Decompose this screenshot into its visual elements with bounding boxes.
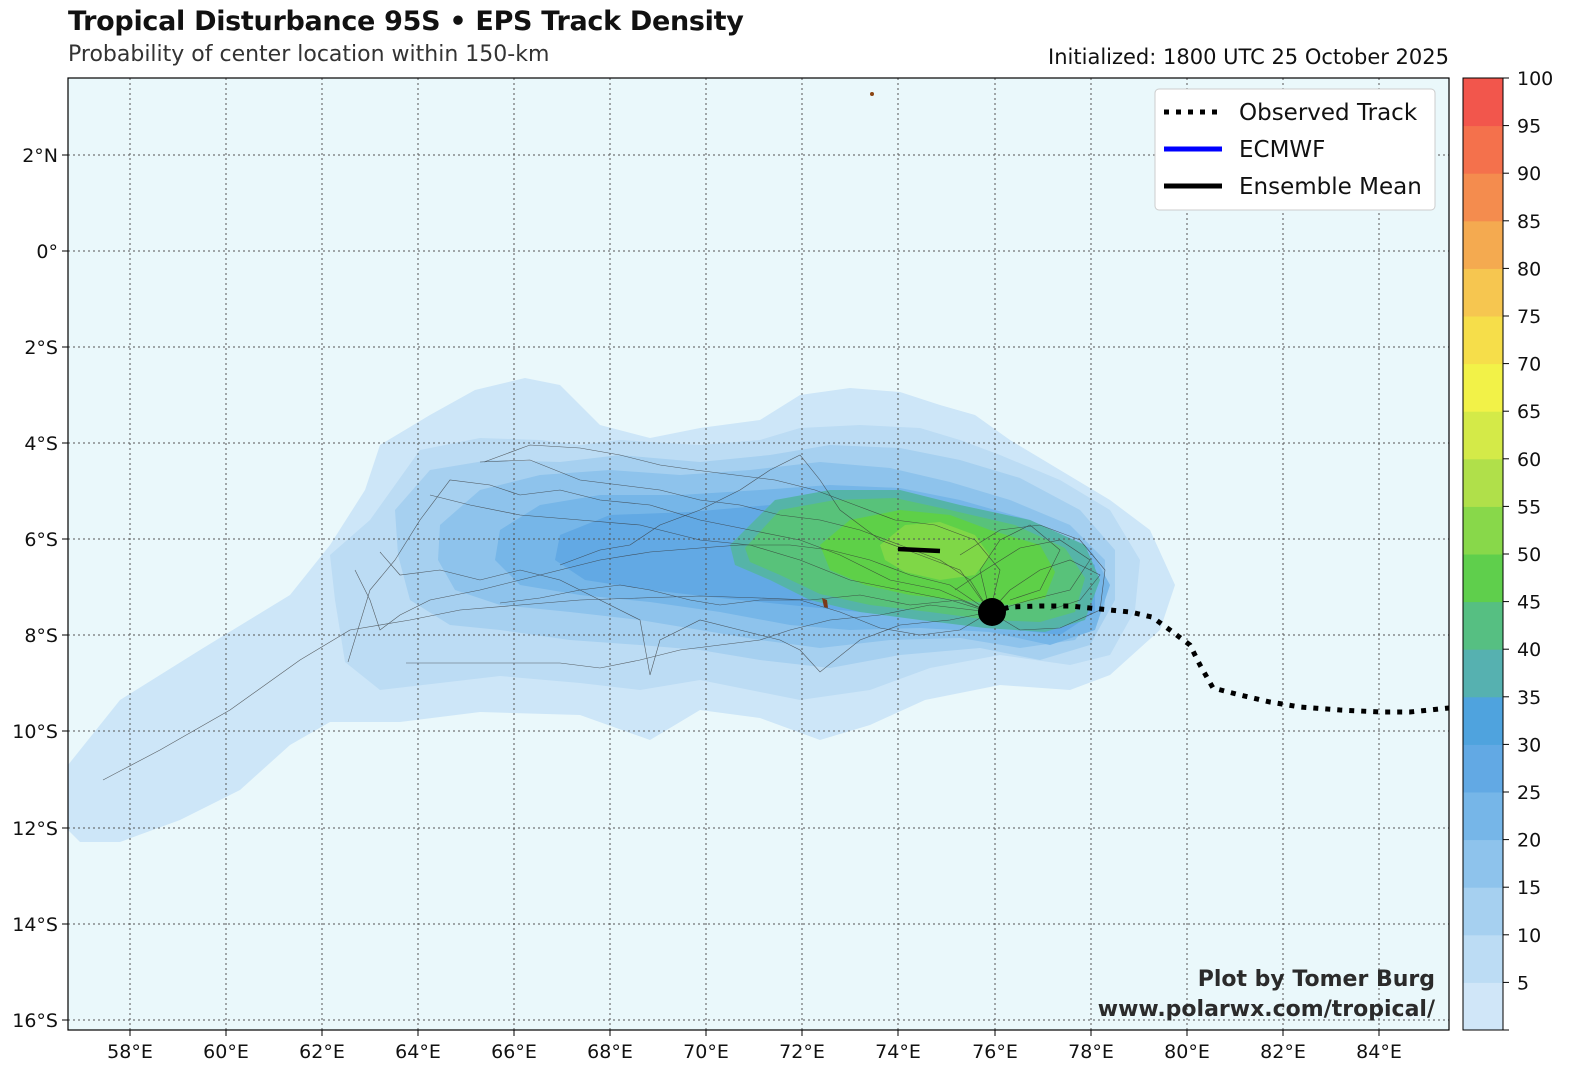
colorbar-segment (1463, 601, 1503, 650)
lat-label: 2°S (24, 337, 58, 359)
lat-label: 8°S (24, 625, 58, 647)
colorbar-label: 30 (1517, 734, 1541, 756)
lat-label: 4°S (24, 433, 58, 455)
colorbar-label: 40 (1517, 639, 1541, 661)
axis-ticks (62, 154, 1380, 1036)
lon-label: 72°E (779, 1041, 825, 1063)
lat-label: 12°S (12, 818, 58, 840)
colorbar-segment (1463, 268, 1503, 317)
colorbar-segment (1463, 125, 1503, 174)
colorbar-label: 5 (1517, 972, 1529, 994)
lat-label: 16°S (12, 1010, 58, 1032)
colorbar-label: 100 (1517, 68, 1553, 90)
observed-track (991, 603, 1450, 715)
colorbar-segment (1463, 411, 1503, 460)
colorbar-segment (1463, 934, 1503, 983)
lon-label: 70°E (683, 1041, 729, 1063)
lon-label: 62°E (299, 1041, 345, 1063)
ensemble-member-tracks (102, 444, 1106, 781)
lon-label: 66°E (491, 1041, 537, 1063)
colorbar-label: 10 (1517, 925, 1541, 947)
colorbar-segment (1463, 982, 1503, 1031)
colorbar-label: 75 (1517, 306, 1541, 328)
colorbar-label: 85 (1517, 211, 1541, 233)
lon-labels: 58°E 60°E 62°E 64°E 66°E 68°E 70°E 72°E … (107, 1041, 1402, 1063)
map-frame (67, 77, 1450, 1031)
colorbar-segment (1463, 78, 1503, 127)
lon-label: 78°E (1068, 1041, 1114, 1063)
lon-label: 60°E (203, 1041, 249, 1063)
lat-label: 10°S (12, 721, 58, 743)
lon-label: 58°E (107, 1041, 153, 1063)
lon-label: 80°E (1164, 1041, 1210, 1063)
island-chagos (822, 598, 828, 608)
colorbar-segment (1463, 649, 1503, 698)
lat-label: 6°S (24, 529, 58, 551)
colorbar-label: 55 (1517, 496, 1541, 518)
legend-label-ecmwf: ECMWF (1239, 137, 1325, 163)
colorbar-label: 65 (1517, 401, 1541, 423)
lon-label: 82°E (1260, 1041, 1306, 1063)
colorbar-label: 25 (1517, 782, 1541, 804)
colorbar-segment (1463, 839, 1503, 888)
lon-label: 74°E (875, 1041, 921, 1063)
colorbar-segment (1463, 554, 1503, 603)
credit: Plot by Tomer Burg www.polarwx.com/tropi… (1098, 967, 1436, 1022)
colorbar-label: 15 (1517, 877, 1541, 899)
gridlines (68, 78, 1449, 1030)
credit-author: Plot by Tomer Burg (1198, 967, 1435, 992)
legend-box (1154, 88, 1436, 211)
chart-title: Tropical Disturbance 95S • EPS Track Den… (68, 6, 744, 37)
colorbar-segment (1463, 696, 1503, 745)
colorbar-label: 35 (1517, 687, 1541, 709)
colorbar-segment (1463, 458, 1503, 507)
lon-label: 68°E (587, 1041, 633, 1063)
colorbar-label: 70 (1517, 354, 1541, 376)
colorbar-label: 60 (1517, 449, 1541, 471)
colorbar-label: 20 (1517, 830, 1541, 852)
colorbar-segment (1463, 363, 1503, 412)
lat-labels: 2°N 0° 2°S 4°S 6°S 8°S 10°S 12°S 14°S 16… (12, 145, 58, 1032)
colorbar-label: 50 (1517, 544, 1541, 566)
legend: Observed Track ECMWF Ensemble Mean (1154, 88, 1436, 211)
colorbar-segment (1463, 220, 1503, 269)
legend-label-mean: Ensemble Mean (1239, 174, 1422, 200)
legend-label-observed: Observed Track (1239, 100, 1418, 126)
ensemble-mean-track (897, 546, 941, 554)
lon-label: 84°E (1356, 1041, 1402, 1063)
colorbar-label: 80 (1517, 258, 1541, 280)
lat-label: 2°N (22, 145, 58, 167)
colorbar-segment (1463, 887, 1503, 936)
colorbar-label: 95 (1517, 116, 1541, 138)
current-position-marker (978, 598, 1006, 626)
lon-label: 76°E (972, 1041, 1018, 1063)
credit-url: www.polarwx.com/tropical/ (1098, 997, 1436, 1022)
colorbar-label: 45 (1517, 592, 1541, 614)
island-marker (870, 92, 874, 96)
chart-subtitle: Probability of center location within 15… (68, 42, 550, 67)
lon-label: 64°E (395, 1041, 441, 1063)
colorbar-segment (1463, 173, 1503, 222)
lat-label: 0° (36, 241, 58, 263)
colorbar-segment (1463, 506, 1503, 555)
colorbar-label: 90 (1517, 163, 1541, 185)
colorbar-segment (1463, 792, 1503, 841)
colorbar: 5 10 15 20 25 30 35 40 45 50 55 60 65 70 75 80 85 90 95 100 (1462, 68, 1553, 1031)
colorbar-segment (1463, 744, 1503, 793)
colorbar-segment (1463, 316, 1503, 365)
initialized-time: Initialized: 1800 UTC 25 October 2025 (1048, 45, 1449, 69)
lat-label: 14°S (12, 914, 58, 936)
